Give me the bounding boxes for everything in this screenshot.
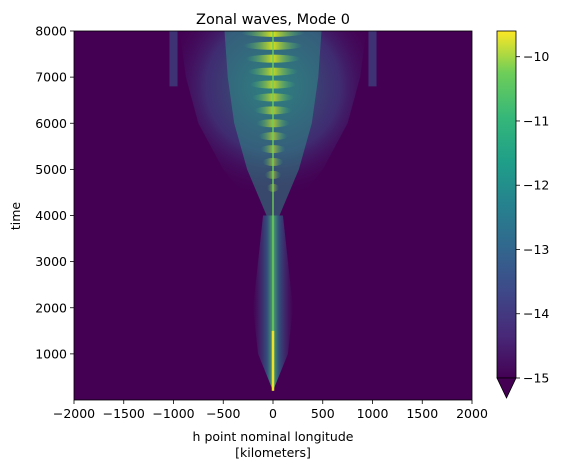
side-streak: [169, 31, 178, 87]
y-tick-label: 4000: [35, 208, 67, 223]
y-tick-label: 8000: [35, 24, 67, 39]
x-tick-label: 1500: [406, 406, 438, 421]
x-tick-label: −1000: [152, 406, 194, 421]
y-tick-label: 3000: [35, 254, 67, 269]
y-axis: 1000 2000 3000 4000 5000 6000 7000 8000: [35, 24, 74, 361]
colorbar-tick-label: −15: [523, 371, 549, 386]
colorbar: [496, 30, 517, 399]
x-tick-label: 2000: [456, 406, 488, 421]
x-tick-label: 0: [269, 406, 277, 421]
colorbar-tick-label: −12: [523, 178, 549, 193]
side-streak: [368, 31, 377, 87]
x-tick-label: 1000: [357, 406, 389, 421]
x-tick-label: −500: [206, 406, 240, 421]
y-tick-label: 1000: [35, 346, 67, 361]
colorbar-gradient: [496, 30, 517, 379]
y-tick-label: 7000: [35, 70, 67, 85]
y-tick-label: 6000: [35, 116, 67, 131]
x-tick-label: 500: [311, 406, 335, 421]
colorbar-tick-label: −11: [523, 113, 549, 128]
x-tick-label: −1500: [103, 406, 145, 421]
colorbar-tick-label: −13: [523, 242, 549, 257]
heatmap-field: [169, 31, 377, 391]
colorbar-tick-label: −10: [523, 49, 549, 64]
y-tick-label: 2000: [35, 300, 67, 315]
plot-frame: [73, 30, 473, 401]
x-axis: −2000 −1500 −1000 −500 0 500 1000 1500 2000: [53, 400, 488, 421]
chart-title: Zonal waves, Mode 0: [196, 12, 350, 28]
y-axis-label: time: [8, 202, 23, 231]
colorbar-extend-triangle: [496, 377, 517, 399]
x-tick-label: −2000: [53, 406, 95, 421]
colorbar-tick-label: −14: [523, 306, 549, 321]
x-axis-units: [kilometers]: [235, 445, 311, 460]
x-axis-label: h point nominal longitude: [193, 429, 354, 444]
colorbar-ticks: −15 −14 −13 −12 −11 −10: [516, 49, 549, 386]
y-tick-label: 5000: [35, 162, 67, 177]
